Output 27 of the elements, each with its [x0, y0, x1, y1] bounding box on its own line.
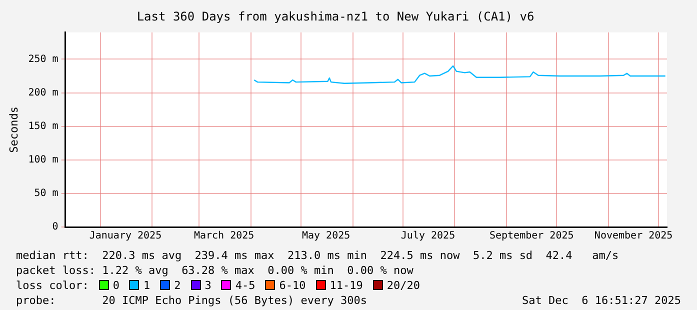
y-tick-label: 250 m: [28, 54, 58, 65]
y-tick-label: 100 m: [28, 154, 58, 166]
text: 20/20: [386, 279, 420, 292]
text: 2: [174, 279, 181, 292]
y-axis-title: Seconds: [7, 106, 20, 153]
y-tick-label: 50 m: [34, 188, 58, 200]
y-tick-label: 150 m: [28, 120, 58, 132]
text: loss color:: [16, 279, 89, 292]
text: 3: [204, 279, 212, 292]
y-tick-label: 0: [52, 222, 58, 233]
text: 6-10: [279, 279, 306, 292]
text: Sat Dec 6 16:51:27 2025: [522, 293, 681, 308]
chart-title: Last 360 Days from yakushima-nz1 to New Yukari (CA1) v6: [136, 9, 534, 24]
x-tick-label: January 2025: [89, 230, 162, 242]
text: probe: 20 ICMP Echo Pings (56 Bytes) every 300s: [16, 294, 367, 307]
text: 0: [112, 279, 120, 292]
text: 4-5: [235, 279, 256, 292]
text: packet loss: 1.22 % avg 63.28 % max 0.00 % min 0.00 % now: [16, 263, 414, 278]
x-tick-label: July 2025: [400, 230, 456, 242]
y-tick-label: 200 m: [28, 87, 58, 98]
x-tick-label: March 2025: [194, 230, 254, 242]
x-tick-label: September 2025: [489, 230, 574, 242]
text: median rtt: 220.3 ms avg 239.4 ms max 213.0 ms min 224.5 ms now 5.2 ms sd 42.4 am/s: [16, 248, 620, 263]
text: 1: [143, 279, 150, 292]
text: 11-19: [330, 279, 363, 292]
x-tick-label: May 2025: [302, 230, 350, 242]
x-tick-label: November 2025: [594, 230, 673, 242]
